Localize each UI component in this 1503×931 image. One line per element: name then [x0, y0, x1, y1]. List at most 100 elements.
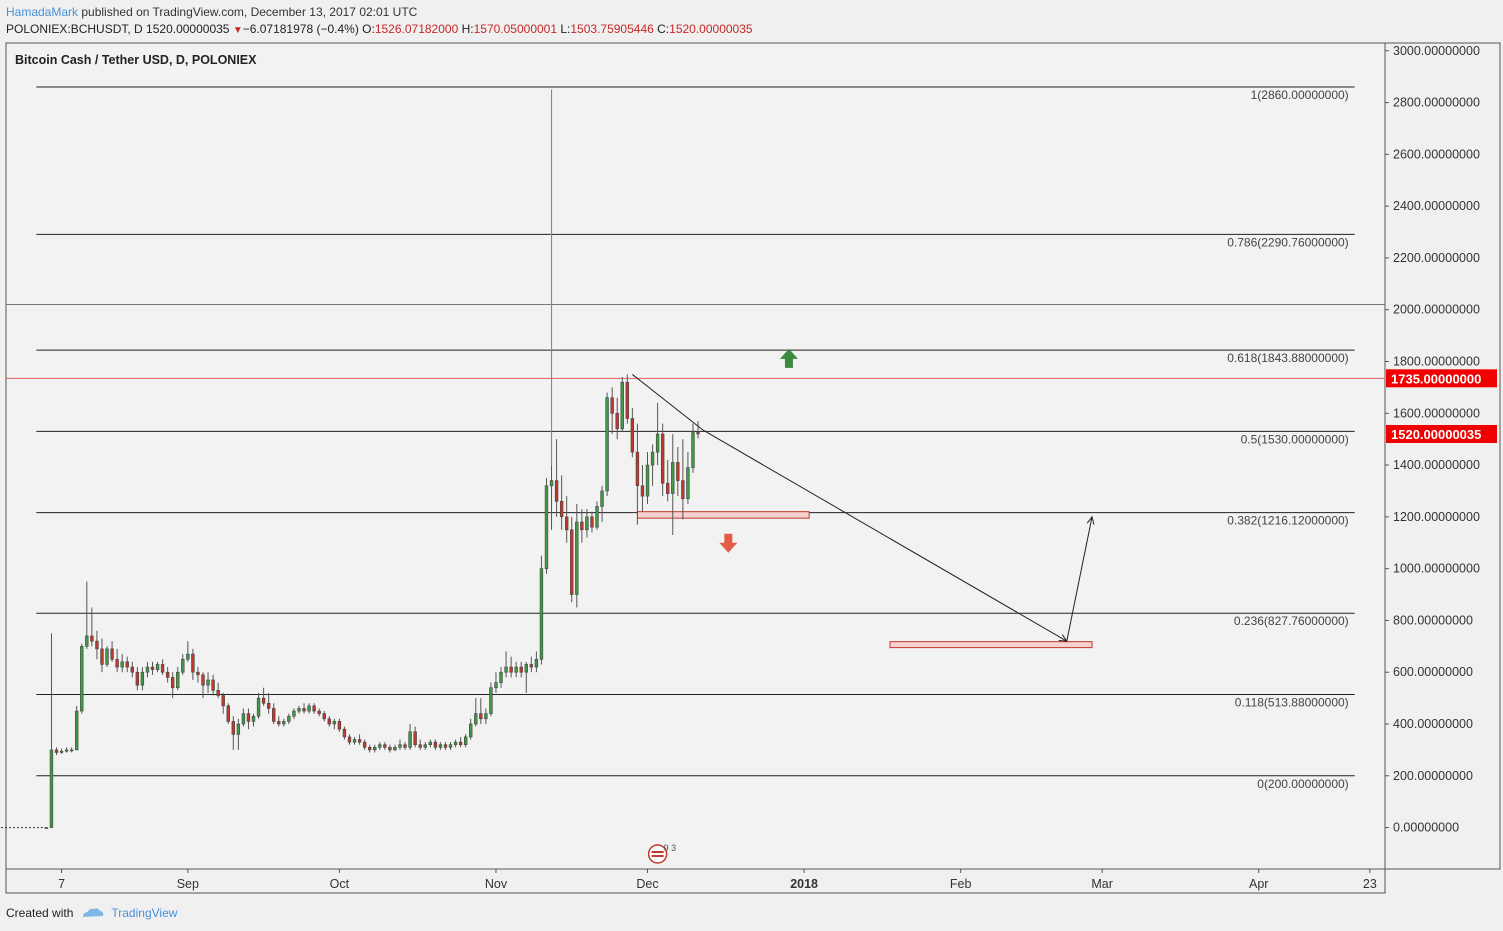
candle-body: [347, 736, 352, 743]
y-tick-label: 1000.00000000: [1393, 562, 1480, 576]
price-chart[interactable]: 3000.00000000 2800.00000000 2600.00000000 2…: [0, 0, 1503, 900]
candle-body: [383, 744, 387, 748]
footer: Created with TradingView: [6, 905, 177, 921]
candle-body: [125, 661, 129, 668]
low-label: L:: [560, 22, 571, 36]
y-tick-label: 200.00000000: [1393, 769, 1473, 783]
plot-area[interactable]: [5, 42, 1386, 870]
up-arrow-icon[interactable]: [779, 348, 798, 368]
chart-title: Bitcoin Cash / Tether USD, D, POLONIEX: [15, 53, 257, 67]
candle-body: [155, 664, 160, 670]
candle-body: [423, 744, 427, 748]
candle-body: [605, 397, 609, 492]
candle-body: [241, 713, 246, 725]
candle-body: [337, 721, 342, 730]
publish-info: HamadaMark published on TradingView.com,…: [6, 4, 417, 20]
candle-body: [509, 666, 513, 673]
x-tick-label: Sep: [177, 877, 199, 891]
author-link[interactable]: HamadaMark: [6, 5, 79, 19]
candle-body: [181, 658, 185, 673]
candle-body: [49, 749, 54, 828]
candle-body: [403, 744, 407, 748]
candle-body: [135, 671, 140, 686]
close-value: 1520.00000035: [669, 22, 753, 36]
candle-body: [256, 697, 261, 717]
fib-level-label: 0.5(1530.00000000): [1241, 432, 1349, 446]
candle-body: [524, 664, 528, 673]
y-tick-label: 2200.00000000: [1393, 251, 1480, 265]
candle-body: [69, 749, 74, 752]
tradingview-logo-icon[interactable]: [81, 906, 105, 920]
candle-body: [519, 666, 523, 673]
candle-body: [312, 705, 316, 712]
price-axis[interactable]: [1384, 42, 1501, 870]
candle-body: [580, 521, 584, 531]
y-tick-label: 1600.00000000: [1393, 406, 1480, 420]
candle-body: [378, 744, 382, 748]
last-price: 1520.00000035: [146, 22, 230, 36]
candle-body: [393, 747, 397, 751]
candle-body: [362, 741, 367, 748]
y-tick-label: 2800.00000000: [1393, 96, 1480, 110]
candle-body: [660, 433, 665, 484]
candle-body: [418, 744, 422, 748]
candle-body: [352, 739, 357, 743]
x-tick-label: Oct: [330, 877, 350, 891]
y-tick-label: 1800.00000000: [1393, 354, 1480, 368]
x-tick-label: Apr: [1249, 877, 1268, 891]
candle-body: [277, 721, 281, 725]
candle-body: [676, 462, 680, 481]
trendline[interactable]: [632, 374, 704, 431]
candle-body: [696, 432, 700, 435]
candle-body: [570, 529, 574, 595]
down-arrow-icon[interactable]: [719, 533, 738, 553]
candle-body: [630, 418, 635, 453]
candle-body: [287, 715, 291, 722]
change-down-icon: ▼: [232, 25, 243, 36]
support-zone[interactable]: [636, 511, 810, 519]
fib-level-label: 1(2860.00000000): [1251, 88, 1349, 102]
candle-body: [408, 731, 412, 748]
candle-body: [413, 731, 417, 746]
candle-body: [307, 705, 311, 712]
open-label: O:: [362, 22, 375, 36]
y-tick-label: 600.00000000: [1393, 665, 1473, 679]
projection-up-line[interactable]: [1066, 516, 1093, 642]
x-tick-label: Dec: [636, 877, 658, 891]
candle-body: [160, 664, 165, 673]
y-tick-label: 2600.00000000: [1393, 147, 1480, 161]
candle-body: [231, 721, 235, 735]
fib-level-label: 0.382(1216.12000000): [1227, 514, 1348, 528]
candle-body: [261, 697, 266, 704]
candle-body: [120, 661, 124, 668]
time-axis[interactable]: [5, 868, 1386, 894]
candle-body: [499, 671, 503, 683]
x-tick-label: 7: [58, 877, 65, 891]
candle-body: [671, 462, 675, 494]
candle-body: [625, 381, 629, 419]
tradingview-link[interactable]: TradingView: [111, 906, 178, 920]
high-value: 1570.05000001: [473, 22, 558, 36]
candle-body: [226, 705, 230, 722]
candle-body: [54, 749, 59, 753]
candle-body: [236, 723, 241, 735]
candle-body: [115, 658, 119, 668]
candle-body: [681, 480, 685, 500]
candle-body: [514, 666, 518, 673]
y-tick-label: 1400.00000000: [1393, 458, 1480, 472]
candle-body: [150, 666, 155, 670]
candle-body: [191, 653, 195, 673]
low-value: 1503.75905446: [570, 22, 654, 36]
candle-body: [100, 648, 104, 665]
candle-body: [600, 490, 604, 507]
projection-line[interactable]: [702, 429, 1068, 642]
candle-body: [186, 653, 190, 660]
support-zone[interactable]: [889, 641, 1093, 649]
candle-body: [433, 741, 438, 748]
candle-body: [211, 679, 215, 691]
economic-event-icon[interactable]: [647, 844, 668, 864]
y-tick-label: 3000.00000000: [1393, 44, 1480, 58]
resistance-price-tag-bg: [1386, 369, 1497, 388]
candle-body: [145, 666, 150, 673]
candle-body: [686, 467, 690, 500]
